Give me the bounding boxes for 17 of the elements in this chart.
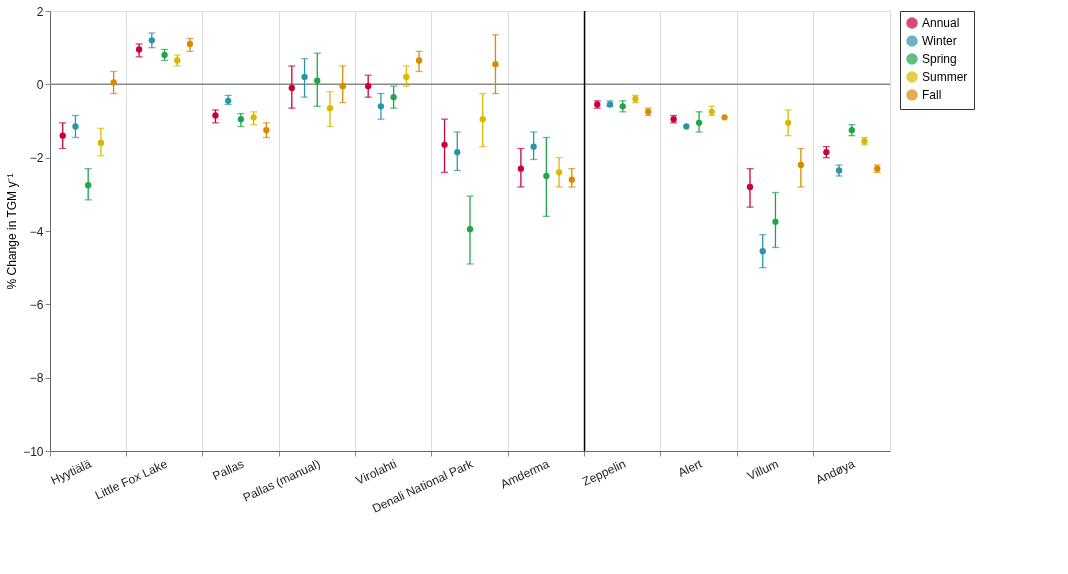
x-tick-label: Villum <box>745 456 781 484</box>
y-tick-label: −4 <box>29 224 44 239</box>
y-tick-label: −8 <box>29 371 44 386</box>
y-tick-label: −6 <box>29 297 44 312</box>
y-tick-label: 2 <box>36 4 44 19</box>
legend-label: Fall <box>922 88 942 102</box>
x-tick-label: Alert <box>675 456 705 480</box>
legend-label: Winter <box>922 34 957 48</box>
x-tick-label: Pallas <box>210 456 246 484</box>
y-axis-title: % Change in TGM y⁻¹ <box>5 173 20 290</box>
y-tick-label: 0 <box>36 77 44 92</box>
y-tick-label: −10 <box>23 444 44 459</box>
legend-label: Annual <box>922 16 960 30</box>
y-tick-label: −2 <box>29 151 44 166</box>
legend-label: Spring <box>922 52 957 66</box>
x-tick-label: Little Fox Lake <box>92 456 170 503</box>
legend-label: Summer <box>922 70 968 84</box>
